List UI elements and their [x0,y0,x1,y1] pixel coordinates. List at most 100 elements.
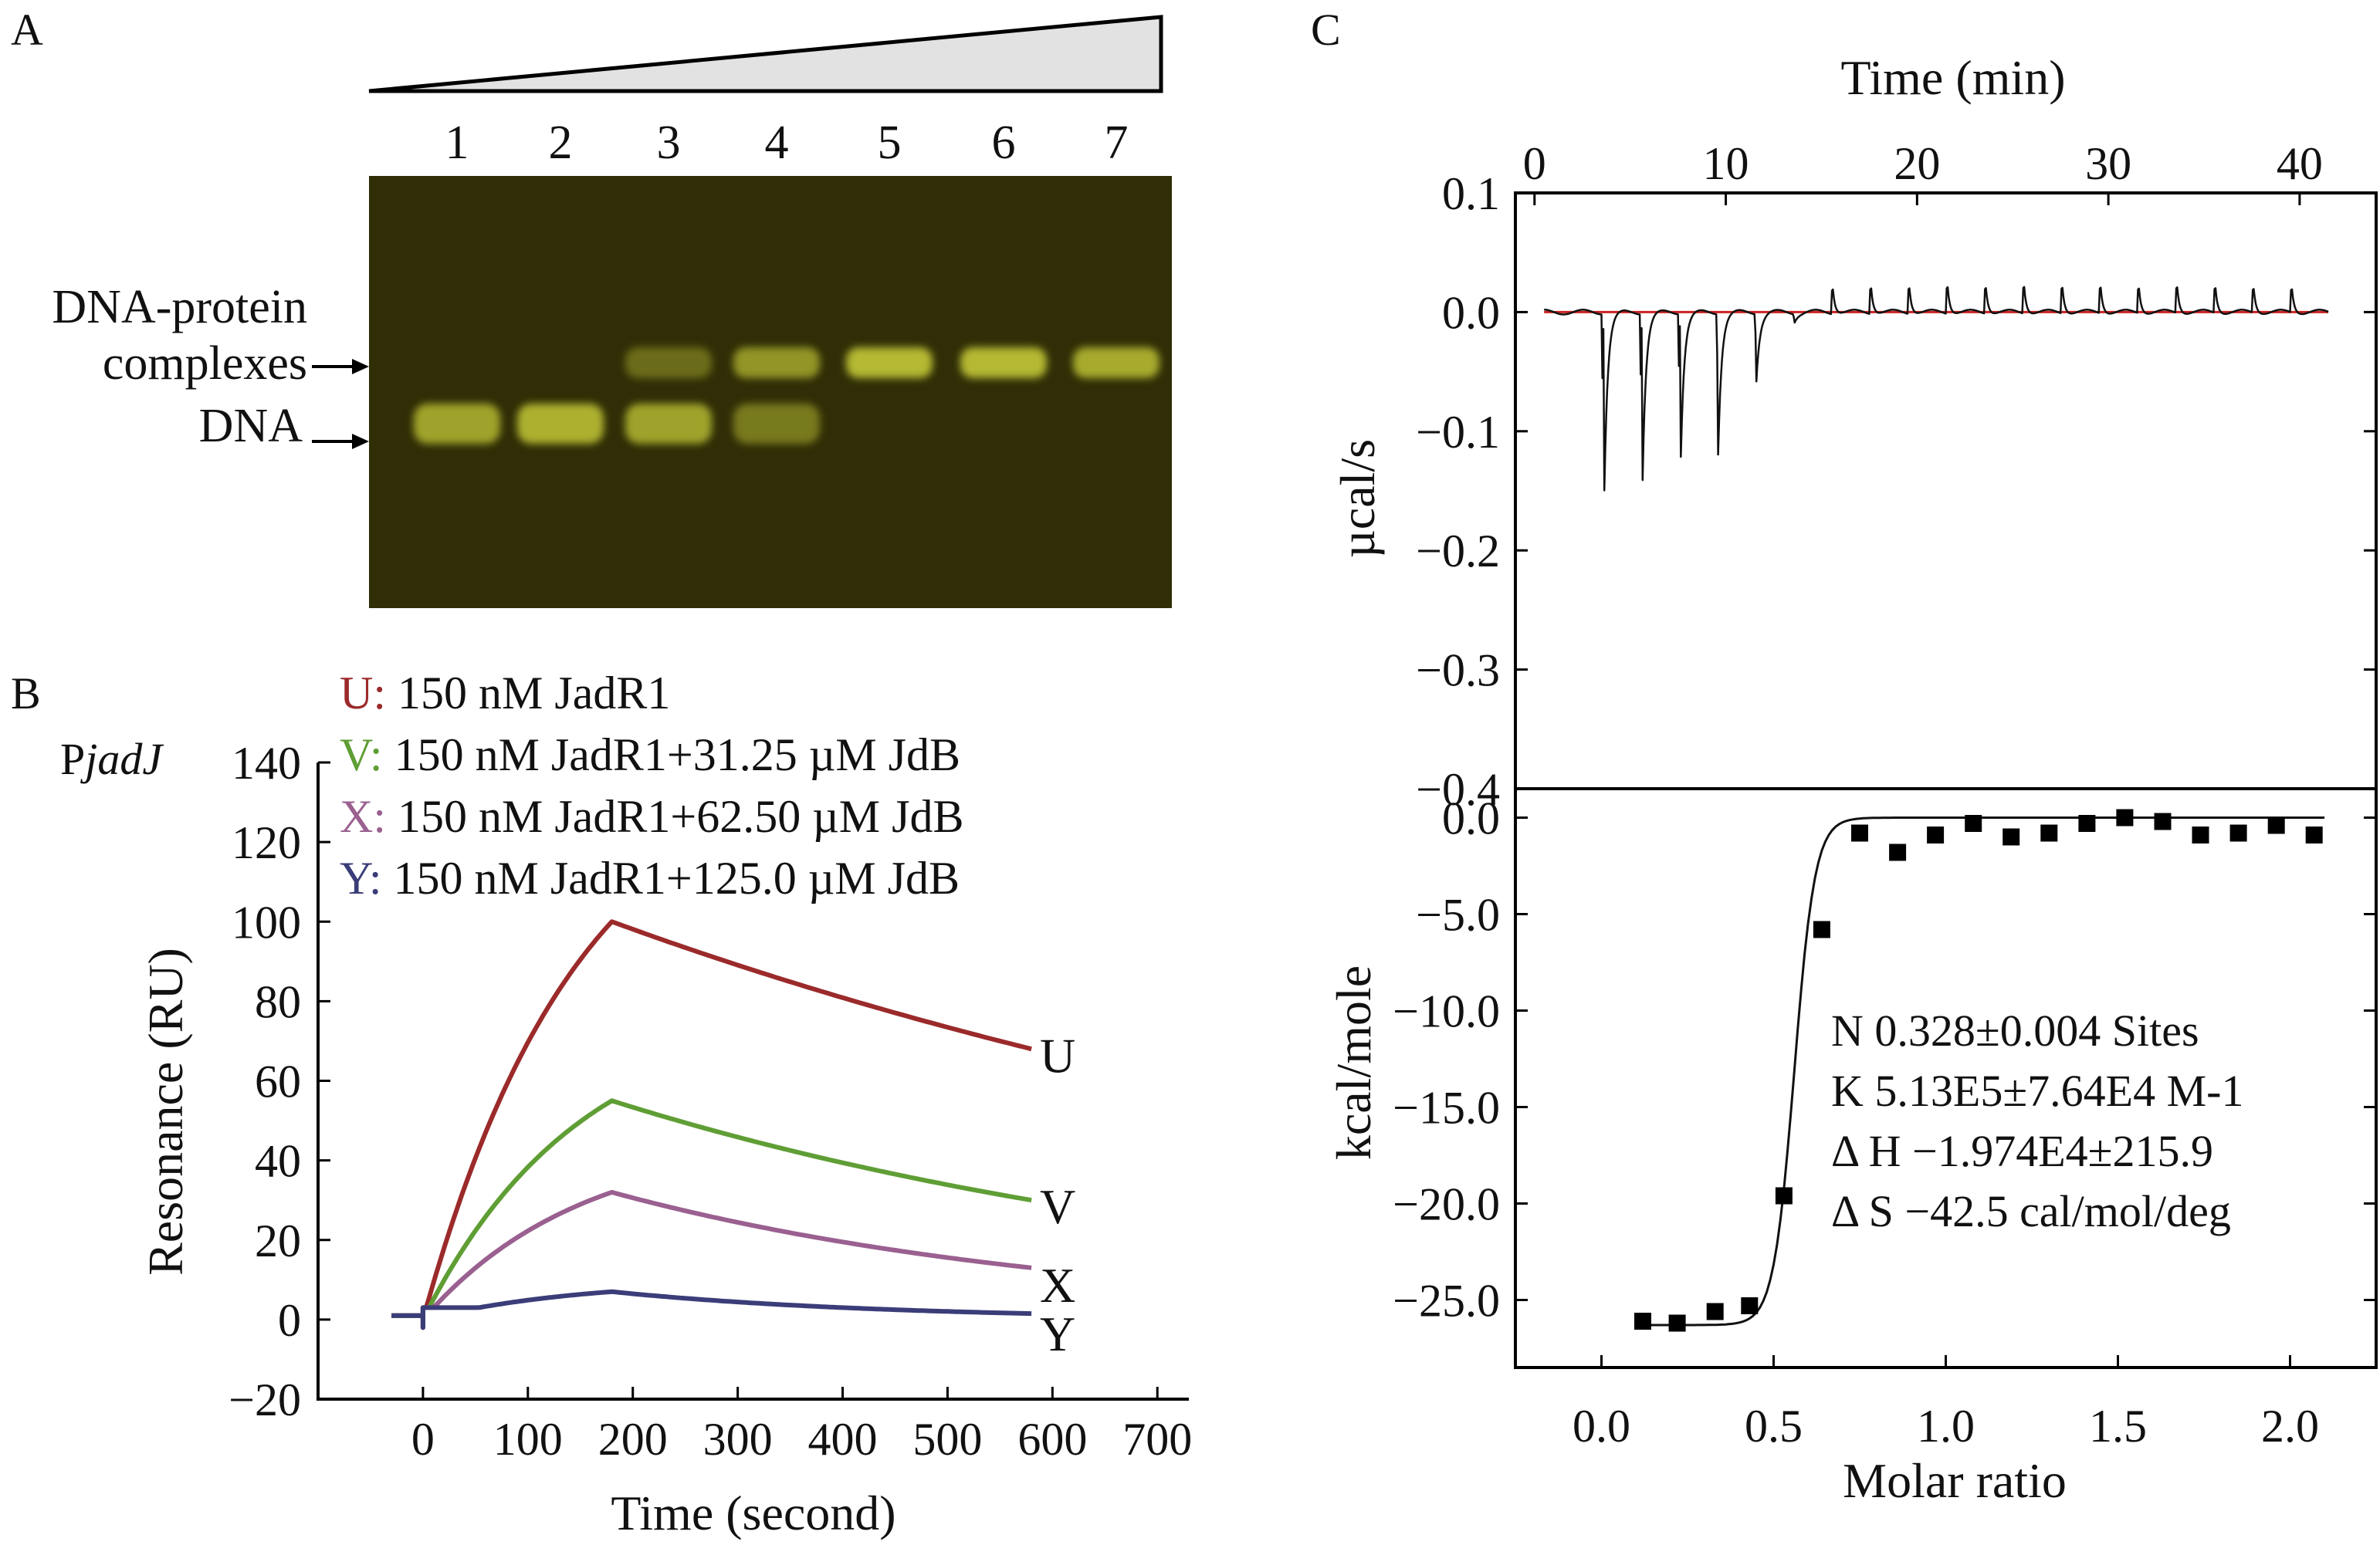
spr-ytick-label: 60 [255,1056,301,1107]
spr-ytick-label: 0 [278,1295,301,1346]
itc-data-point [2229,824,2247,842]
itc-raw-frame [1514,191,2378,790]
promoter-name: jadJ [80,734,164,784]
spr-ytick-label: 20 [255,1215,301,1266]
spr-curve-X [391,1189,1032,1330]
complex-arrow [312,359,369,374]
spr-curve-U [391,919,1032,1330]
spr-legend: U: 150 nM JadR1 V: 150 nM JadR1+31.25 µM… [340,668,964,904]
legend-y-key: Y [340,853,372,904]
spr-xtick-label: 100 [493,1414,563,1465]
itc-data-point [1775,1187,1793,1205]
legend-x: X: 150 nM JadR1+62.50 µM JdB [340,791,964,842]
itc-iso-ytick-label: 0.0 [1442,793,1500,844]
lane-label-3: 3 [657,117,681,169]
promoter-prefix: P [60,734,85,784]
spr-curve-V [391,1098,1032,1330]
lane-labels: 1 2 3 4 5 6 7 [445,117,1129,169]
panel-c: C 0.1 0.0 −0.1 −0.2 −0.3 −0.4 0 10 20 30 40 Time (m… [1311,5,2378,1508]
itc-data-point [1634,1313,1651,1330]
dna-band-lane-3 [625,404,712,444]
itc-data-point [2192,827,2209,843]
complex-band-lane-3 [625,347,712,378]
spr-ylabel: Resonance (RU) [138,948,193,1276]
complex-band-lane-4 [733,347,820,378]
itc-data-point [1813,921,1830,938]
panel-b-label: B [11,668,41,718]
legend-y-text: 150 nM JadR1+125.0 µM JdB [394,853,960,904]
promoter-label: PjadJ [60,734,164,784]
panel-c-label: C [1311,5,1341,55]
gel-bands [414,347,1160,444]
fit-annotations: N 0.328±0.004 Sites K 5.13E5±7.64E4 M-1 … [1831,1006,2243,1236]
legend-x-colon: : [373,791,398,842]
itc-iso-ytick-label: −25.0 [1393,1276,1500,1327]
lane-label-5: 5 [878,117,902,169]
lane-label-7: 7 [1105,117,1129,169]
annotation-k: K 5.13E5±7.64E4 M-1 [1831,1066,2243,1116]
itc-iso-ytick-label: −15.0 [1393,1083,1500,1134]
annotation-n: N 0.328±0.004 Sites [1831,1006,2199,1056]
legend-x-text: 150 nM JadR1+62.50 µM JdB [398,791,963,842]
spr-end-label-Y: Y [1040,1307,1075,1361]
itc-data-point [2267,816,2285,834]
spr-ytick-label: 140 [232,738,301,789]
itc-data-point [2003,828,2020,846]
spr-xtick-label: 300 [703,1414,773,1465]
itc-data-point [2116,809,2134,827]
itc-raw-ytick-label: −0.2 [1416,526,1500,576]
itc-raw-xtick-label: 10 [1703,138,1749,189]
itc-raw-xlabel: Time (min) [1841,50,2066,105]
itc-raw-xtick-label: 0 [1523,138,1546,189]
complex-band-lane-7 [1073,347,1160,378]
spr-xtick-label: 0 [411,1414,435,1465]
complex-label-line1: DNA-protein [52,281,307,333]
legend-u-key: U [340,668,373,718]
itc-raw-trace [1544,286,2329,492]
itc-data-point [1965,815,1982,832]
itc-raw-ylabel: µcal/s [1330,439,1385,558]
itc-isotherm-plot: 0.0 −5.0 −10.0 −15.0 −20.0 −25.0 0.0 0.5 1.0 1.5 2… [1326,787,2378,1508]
itc-raw-ytick-label: 0.0 [1442,287,1500,338]
itc-raw-xtick-label: 20 [1894,138,1940,189]
legend-u-colon: : [373,668,398,718]
legend-y-colon: : [369,853,394,904]
itc-iso-ytick-label: −10.0 [1393,986,1500,1037]
itc-iso-xtick-label: 0.5 [1745,1401,1803,1452]
spr-ytick-label: 100 [232,897,301,948]
dna-band-lane-2 [517,404,604,444]
gel-image [369,176,1172,608]
concentration-wedge [368,15,1163,93]
itc-data-point [1851,824,1868,842]
spr-ytick-label: 80 [255,976,301,1027]
itc-data-point [2154,813,2172,830]
lane-label-1: 1 [445,117,469,169]
itc-raw-plot: 0.1 0.0 −0.1 −0.2 −0.3 −0.4 0 10 20 30 40 Time (min… [1330,50,2378,815]
itc-iso-xtick-label: 1.5 [2089,1401,2147,1452]
dna-band-lane-4 [733,404,820,444]
itc-iso-ytick-label: −20.0 [1393,1179,1500,1230]
itc-raw-xtick-label: 40 [2277,138,2323,189]
spr-ytick-label: 40 [255,1136,301,1187]
itc-data-point [1706,1303,1724,1320]
spr-xlabel: Time (second) [611,1486,895,1540]
legend-u: U: 150 nM JadR1 [340,668,670,718]
itc-raw-ytick-label: 0.1 [1442,168,1500,219]
itc-data-point [1668,1314,1686,1332]
itc-iso-xtick-label: 1.0 [1917,1401,1975,1452]
annotation-ds: Δ S −42.5 cal/mol/deg [1831,1186,2231,1236]
itc-raw-xtick-label: 30 [2085,138,2131,189]
spr-xtick-label: 600 [1017,1414,1087,1465]
itc-iso-ytick-label: −5.0 [1416,890,1500,941]
legend-v-colon: : [370,729,394,780]
lane-label-6: 6 [992,117,1016,169]
itc-iso-xtick-label: 2.0 [2261,1401,2319,1452]
legend-v-text: 150 nM JadR1+31.25 µM JdB [394,729,960,780]
spr-ytick-label: −20 [229,1374,301,1425]
spr-ytick-label: 120 [232,817,301,868]
panel-a-label: A [11,5,43,55]
lane-label-4: 4 [765,117,789,169]
itc-data-point [2078,815,2096,832]
itc-raw-ytick-label: −0.3 [1416,645,1500,696]
